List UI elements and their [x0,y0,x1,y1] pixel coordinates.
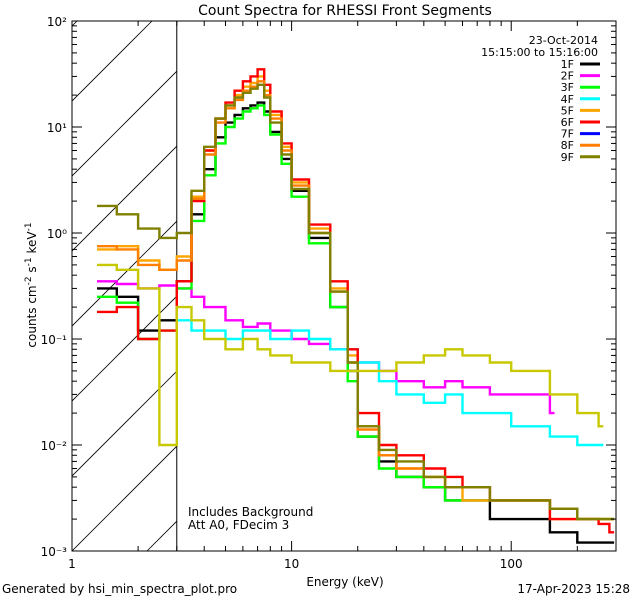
plot-frame [71,20,617,552]
series-line-9F [97,83,615,521]
y-tick-label: 10² [47,15,67,29]
legend-label: 5F [561,104,574,117]
y-tick-label: 10⁻² [41,439,68,453]
legend-label: 9F [561,151,574,164]
y-axis-label: counts cm-2 s-1 keV-1 [24,222,39,347]
footer-timestamp: 17-Apr-2023 15:28 [517,582,630,596]
note-attenuator: Att A0, FDecim 3 [188,518,289,532]
hatch-line [72,370,177,477]
legend-label: 8F [561,139,574,152]
legend-label: 7F [561,128,574,141]
x-tick-label: 1 [68,557,76,571]
y-tick-label: 10⁰ [47,227,67,241]
y-axis: 10⁻³ 10⁻² 10⁻¹ 10⁰ 10¹ 10² [41,15,616,559]
plot-area [72,21,615,551]
series-line-yellow [97,263,604,447]
hatched-region [72,21,177,551]
time-range-label: 15:15:00 to 15:16:00 [481,46,598,59]
chart-title: Count Spectra for RHESSI Front Segments [198,3,492,19]
hatch-line [72,70,177,177]
hatch-line [72,445,177,551]
y-tick-label: 10⁻³ [41,545,68,559]
x-tick-label: 10 [284,557,299,571]
footer-generated-by: Generated by hsi_min_spectra_plot.pro [2,582,238,596]
legend-label: 4F [561,93,574,106]
series-line-4F [176,319,604,447]
x-axis: 1 10 100 [68,21,617,571]
legend-label: 3F [561,81,574,94]
x-axis-label: Energy (keV) [306,575,383,589]
date-label: 23-Oct-2014 [529,34,598,47]
y-tick-label: 10¹ [47,121,67,135]
legend-label: 2F [561,70,574,83]
hatch-line [72,220,177,327]
legend-label: 6F [561,116,574,129]
y-tick-label: 10⁻¹ [41,333,68,347]
x-tick-label: 100 [500,557,523,571]
note-background: Includes Background [188,505,313,519]
legend-label: 1F [561,58,574,71]
